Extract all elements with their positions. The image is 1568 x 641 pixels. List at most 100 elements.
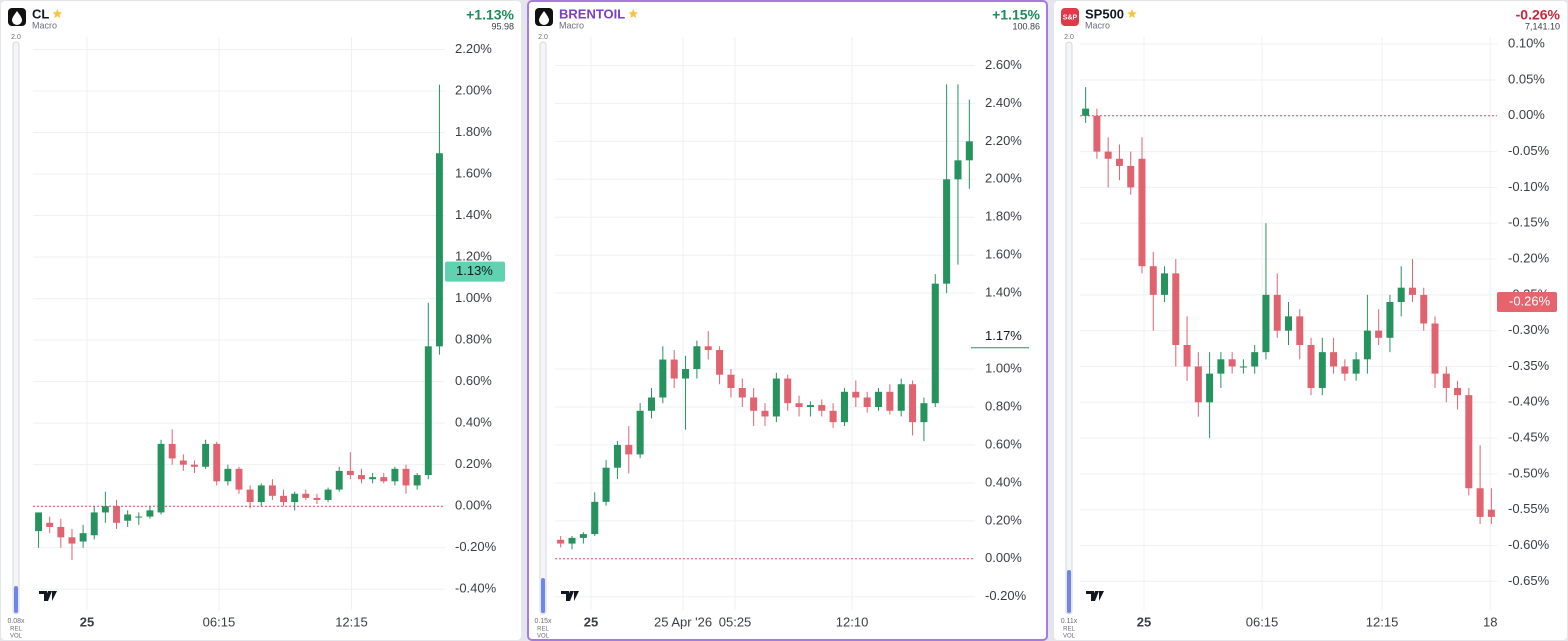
y-tick-label: 0.80% xyxy=(985,398,1022,413)
y-tick-label: 2.00% xyxy=(455,82,492,97)
candle-body xyxy=(806,405,814,407)
candle-body xyxy=(68,537,76,544)
y-tick-label: 1.20% xyxy=(455,249,492,264)
y-tick-label: 2.60% xyxy=(985,57,1022,72)
candle-body xyxy=(46,522,54,527)
candle-body xyxy=(863,397,871,407)
candle-body xyxy=(313,497,321,500)
symbol-name[interactable]: SP500 xyxy=(1085,6,1124,21)
logo xyxy=(561,591,579,601)
candle-body xyxy=(897,384,905,411)
volume-level xyxy=(14,586,18,613)
candle-body xyxy=(750,397,758,411)
candle-body xyxy=(818,405,826,411)
symbol-subtitle: Macro xyxy=(32,20,57,30)
candle-body xyxy=(1172,273,1180,345)
y-tick-label: 2.20% xyxy=(985,133,1022,148)
y-tick-label: -0.20% xyxy=(985,588,1027,603)
candle-body xyxy=(670,359,678,379)
last-value-badge xyxy=(445,261,505,282)
candle-body xyxy=(659,359,667,398)
volume-max: 2.0 xyxy=(1064,34,1074,41)
candle-body xyxy=(1330,352,1338,367)
y-tick-label: 1.00% xyxy=(985,360,1022,375)
candle-body xyxy=(1341,366,1349,374)
symbol-name[interactable]: CL xyxy=(32,6,49,21)
y-tick-label: 1.80% xyxy=(455,124,492,139)
price: 95.98 xyxy=(491,21,514,31)
candle-body xyxy=(761,410,769,417)
x-tick-label: 25 xyxy=(1137,614,1151,629)
candle-body xyxy=(280,495,287,503)
favorite-star[interactable] xyxy=(52,9,63,19)
candle-body xyxy=(1487,509,1495,517)
y-tick-label: 2.00% xyxy=(985,171,1022,186)
candle-body xyxy=(1431,323,1439,374)
last-value-label: 1.17% xyxy=(985,328,1022,343)
y-tick-label: 0.60% xyxy=(455,373,492,388)
last-value-badge xyxy=(1497,292,1557,313)
x-tick-label: 25 xyxy=(584,614,598,629)
y-tick-label: -0.40% xyxy=(455,581,497,596)
y-tick-label: 0.60% xyxy=(985,436,1022,451)
candle-body xyxy=(647,397,656,411)
y-tick-label: -0.05% xyxy=(1508,143,1550,158)
candle-body xyxy=(424,346,432,476)
candle-body xyxy=(1363,330,1371,360)
candle-body xyxy=(235,468,243,490)
candle-body xyxy=(1420,294,1428,324)
volume-label: VOL xyxy=(537,634,550,640)
candle-body xyxy=(79,533,87,542)
panel[interactable] xyxy=(527,0,1048,641)
volume-track xyxy=(12,41,20,615)
y-tick-label: 0.20% xyxy=(985,512,1022,527)
y-tick-label: 0.00% xyxy=(985,550,1022,565)
panel[interactable] xyxy=(1054,1,1567,640)
candle-body xyxy=(852,391,860,398)
candle-body xyxy=(402,468,410,486)
candle-body xyxy=(591,501,599,535)
candle-body xyxy=(90,512,98,536)
candle-body xyxy=(1442,373,1450,388)
candle-body xyxy=(191,464,198,467)
volume-label: REL xyxy=(10,627,22,633)
candle-body xyxy=(965,141,973,161)
y-tick-label: 0.40% xyxy=(985,474,1022,489)
candle-body xyxy=(557,539,565,544)
volume-current: 0.08x xyxy=(7,618,25,625)
candle-body xyxy=(1127,165,1135,188)
candle-body xyxy=(1082,108,1090,116)
favorite-star[interactable] xyxy=(1127,9,1137,19)
candle-body xyxy=(246,489,254,503)
candle-body xyxy=(716,350,724,375)
candle-body xyxy=(179,460,187,465)
x-tick-label: 25 Apr '26 xyxy=(654,614,712,629)
x-tick-label: 18 xyxy=(1483,614,1497,629)
candle-body xyxy=(168,443,176,459)
symbol-name[interactable]: BRENTOIL xyxy=(559,6,625,21)
panel[interactable] xyxy=(1,1,521,640)
candle-body xyxy=(1217,359,1225,374)
candle-body xyxy=(920,403,928,423)
y-tick-label: 0.40% xyxy=(455,415,492,430)
candle-body xyxy=(1465,395,1473,489)
candle-body xyxy=(202,443,210,467)
candle-body xyxy=(413,475,421,486)
candle-body xyxy=(1296,316,1304,345)
logo xyxy=(1086,591,1104,601)
last-value-label: -0.26% xyxy=(1509,293,1551,308)
y-tick-label: 0.05% xyxy=(1508,71,1545,86)
candle-body xyxy=(1138,158,1146,267)
candle-body xyxy=(727,374,735,389)
y-tick-label: 0.00% xyxy=(1508,107,1545,122)
candle-body xyxy=(704,346,712,351)
favorite-star[interactable] xyxy=(628,9,638,19)
icon-text: S&P xyxy=(1063,14,1078,21)
y-tick-label: -0.30% xyxy=(1508,322,1550,337)
volume-current: 0.15x xyxy=(534,618,552,625)
candle-body xyxy=(124,514,132,521)
symbol-subtitle: Macro xyxy=(1085,20,1110,30)
x-tick-label: 06:15 xyxy=(203,614,236,629)
candle-body xyxy=(346,470,354,476)
candle-body xyxy=(1397,287,1405,303)
